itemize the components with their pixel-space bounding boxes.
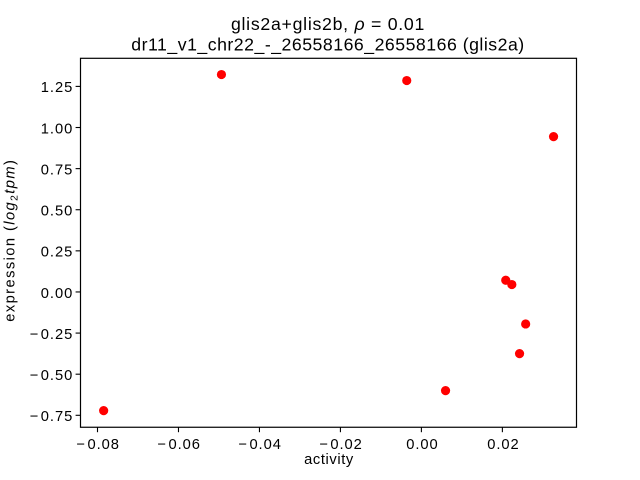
svg-text:0.00: 0.00 (41, 286, 73, 302)
svg-text:−0.25: −0.25 (30, 327, 74, 343)
svg-text:−0.04: −0.04 (238, 437, 282, 453)
svg-text:1.00: 1.00 (41, 121, 73, 137)
svg-text:0.02: 0.02 (487, 437, 519, 453)
svg-text:activity: activity (304, 452, 354, 468)
svg-text:expression (log2tpm): expression (log2tpm) (3, 159, 21, 322)
svg-text:1.25: 1.25 (41, 80, 73, 96)
svg-text:dr11_v1_chr22_-_26558166_26558: dr11_v1_chr22_-_26558166_26558166 (glis2… (131, 34, 524, 55)
svg-text:0.00: 0.00 (406, 437, 438, 453)
svg-text:−0.75: −0.75 (30, 409, 74, 425)
svg-text:−0.50: −0.50 (30, 368, 74, 384)
svg-text:0.50: 0.50 (41, 204, 73, 220)
svg-text:−0.08: −0.08 (76, 437, 120, 453)
svg-text:glis2a+glis2b, ρ = 0.01: glis2a+glis2b, ρ = 0.01 (231, 14, 425, 34)
svg-text:0.75: 0.75 (41, 162, 73, 178)
svg-text:−0.02: −0.02 (319, 437, 363, 453)
svg-text:−0.06: −0.06 (157, 437, 201, 453)
svg-text:0.25: 0.25 (41, 245, 73, 261)
